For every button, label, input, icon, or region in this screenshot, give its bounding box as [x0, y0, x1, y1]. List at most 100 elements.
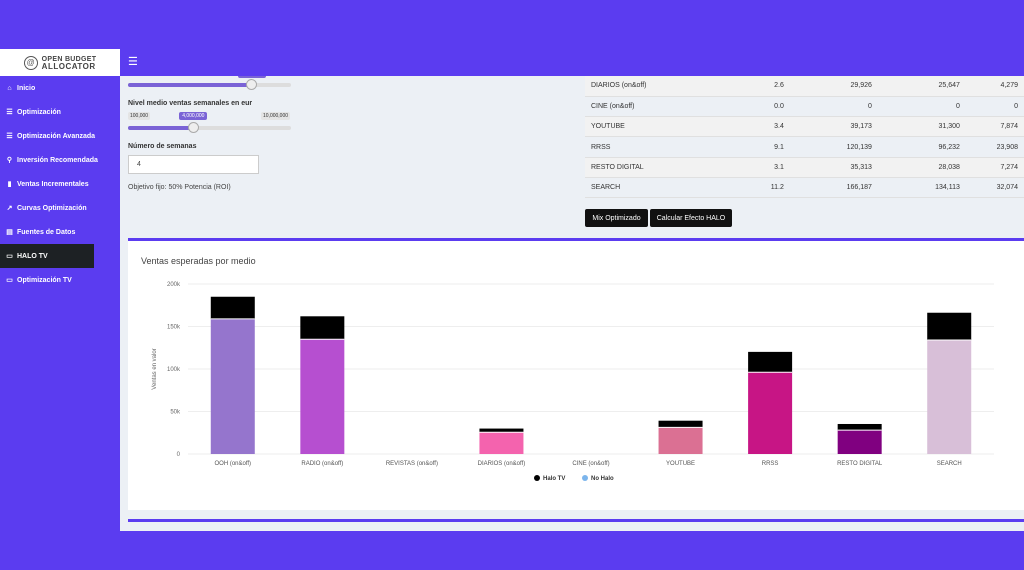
bar-no-halo: [748, 372, 793, 454]
bar-halo-tv: [479, 428, 524, 433]
bar-halo-tv: [927, 312, 972, 341]
tv-icon: ▭: [6, 253, 13, 260]
line-chart-icon: ↗: [6, 205, 13, 212]
objetivo-note: Objetivo fijo: 50% Potencia (ROI): [128, 184, 231, 191]
table-cell-value: 4,279: [965, 76, 1024, 97]
x-tick-label: OOH (on&off): [214, 461, 251, 467]
bar-halo-tv: [748, 351, 793, 373]
top-slider-fill: [128, 83, 252, 87]
logo-line-2: ALLOCATOR: [41, 61, 96, 71]
logo-mark-icon: @: [23, 55, 38, 70]
mix-optimizado-button[interactable]: Mix Optimizado: [585, 209, 648, 227]
bar-no-halo: [837, 430, 882, 454]
bar-no-halo: [300, 339, 345, 454]
table-cell-value: 29,926: [789, 76, 878, 97]
x-tick-label: SEARCH: [937, 461, 962, 467]
semanas-input[interactable]: 4: [128, 155, 259, 174]
y-tick-label: 100k: [167, 367, 181, 373]
home-icon: ⌂: [7, 84, 12, 92]
sidebar-item-inversi-n-recomendada[interactable]: ⚲ Inversión Recomendada: [0, 148, 120, 172]
table-cell-value: 0: [789, 96, 878, 118]
sidebar-item-optimizaci-n-tv[interactable]: ▭ Optimización TV: [0, 268, 120, 292]
top-navbar: ☰: [120, 49, 1024, 76]
table-cell-value: 166,187: [789, 177, 878, 199]
database-icon: ▤: [6, 229, 13, 236]
sidebar-item-label: HALO TV: [17, 252, 48, 260]
table-cell-value: 39,173: [789, 116, 878, 138]
stacked-bar-chart: 0 50k 100k 150k 200k Ventas en valor OOH (on&o…: [152, 282, 994, 482]
sliders-icon: ☰: [6, 109, 13, 116]
sidebar-item-ventas-incrementales[interactable]: ▮ Ventas Incrementales: [0, 172, 120, 196]
sidebar-item-label: Curvas Optimización: [17, 204, 87, 212]
table-cell-value: 28,038: [877, 157, 966, 178]
hamburger-menu-icon[interactable]: ☰: [128, 56, 138, 68]
legend-label: Halo TV: [543, 476, 565, 482]
bar-no-halo: [658, 427, 703, 454]
ventas-slider-track[interactable]: [128, 126, 291, 130]
x-tick-label: CINE (on&off): [572, 461, 609, 467]
sidebar-item-halo-tv[interactable]: ▭ HALO TV: [0, 244, 94, 268]
calcular-halo-button[interactable]: Calcular Efecto HALO: [650, 209, 732, 227]
table-cell-value: 25,647: [877, 76, 966, 97]
table-cell-medio: DIARIOS (on&off): [585, 76, 732, 97]
table-row: DIARIOS (on&off) 2.6 29,926 25,647 4,279: [585, 76, 1024, 97]
x-tick-label: RADIO (on&off): [301, 461, 343, 467]
table-row: SEARCH 11.2 166,187 134,113 32,074: [585, 177, 1024, 199]
table-cell-value: 3.4: [731, 116, 790, 138]
legend-marker: [534, 475, 540, 481]
sidebar-item-label: Fuentes de Datos: [17, 228, 76, 236]
table-cell-medio: RESTO DIGITAL: [585, 157, 732, 178]
y-axis-label: Ventas en valor: [152, 348, 158, 389]
x-tick-label: YOUTUBE: [666, 461, 695, 467]
logo-line-1: OPEN BUDGET: [41, 55, 97, 63]
ventas-max-label: 10,000,000: [261, 112, 291, 120]
semanas-label: Número de semanas: [128, 143, 197, 150]
table-cell-medio: SEARCH: [585, 177, 732, 199]
bar-halo-tv: [658, 420, 703, 428]
table-cell-value: 3.1: [731, 157, 790, 178]
sidebar-item-fuentes-de-datos[interactable]: ▤ Fuentes de Datos: [0, 220, 120, 244]
sidebar: ⌂ Inicio ☰ Optimización ☰ Optimización Avanza…: [0, 76, 120, 570]
sliders-icon: ☰: [6, 133, 13, 140]
table-cell-value: 32,074: [965, 177, 1024, 199]
bar-no-halo: [479, 432, 524, 454]
table-cell-value: 31,300: [877, 116, 966, 138]
bar-chart-icon: ▮: [7, 181, 12, 188]
chart-title: Ventas esperadas por medio: [141, 256, 256, 266]
sidebar-item-label: Inversión Recomendada: [17, 156, 98, 164]
table-row: YOUTUBE 3.4 39,173 31,300 7,874: [585, 116, 1024, 138]
ventas-slider-handle[interactable]: [187, 122, 199, 133]
sidebar-item-curvas-optimizaci-n[interactable]: ↗ Curvas Optimización: [0, 196, 120, 220]
table-cell-medio: YOUTUBE: [585, 116, 732, 138]
table-cell-value: 11.2: [731, 177, 790, 199]
sidebar-item-inicio[interactable]: ⌂ Inicio: [0, 76, 120, 100]
table-cell-value: 35,313: [789, 157, 878, 178]
tv-icon: ▭: [6, 277, 13, 284]
table-cell-medio: RRSS: [585, 136, 732, 158]
table-row: CINE (on&off) 0.0 0 0 0: [585, 96, 1024, 118]
x-tick-label: REVISTAS (on&off): [386, 461, 438, 467]
logo-text: OPEN BUDGET ALLOCATOR: [41, 55, 97, 71]
table-cell-value: 96,232: [877, 136, 966, 158]
main-content: Nivel medio ventas semanales en eur 100,…: [120, 76, 1024, 531]
table-cell-value: 7,874: [965, 116, 1024, 138]
sidebar-item-label: Optimización Avanzada: [17, 132, 96, 140]
bottom-panel-border: [128, 519, 1024, 522]
sidebar-item-label: Optimización TV: [17, 276, 72, 284]
top-slider-handle[interactable]: [246, 79, 258, 90]
y-tick-label: 0: [177, 452, 181, 458]
table-cell-value: 23,908: [965, 136, 1024, 158]
y-tick-label: 50k: [170, 410, 181, 416]
results-table: DIARIOS (on&off) 2.6 29,926 25,647 4,279 CINE…: [585, 76, 1024, 199]
table-cell-value: 134,113: [877, 177, 966, 199]
sidebar-item-optimizaci-n-avanzada[interactable]: ☰ Optimización Avanzada: [0, 124, 120, 148]
table-row: RESTO DIGITAL 3.1 35,313 28,038 7,274: [585, 157, 1024, 178]
x-tick-label: RRSS: [762, 461, 779, 467]
app-logo[interactable]: @ OPEN BUDGET ALLOCATOR: [0, 49, 120, 76]
sidebar-item-label: Inicio: [17, 84, 36, 92]
bar-halo-tv: [837, 423, 882, 431]
ventas-slider-fill: [128, 126, 194, 130]
sidebar-item-optimizaci-n[interactable]: ☰ Optimización: [0, 100, 120, 124]
y-tick-label: 150k: [167, 325, 181, 331]
table-cell-value: 7,274: [965, 157, 1024, 178]
